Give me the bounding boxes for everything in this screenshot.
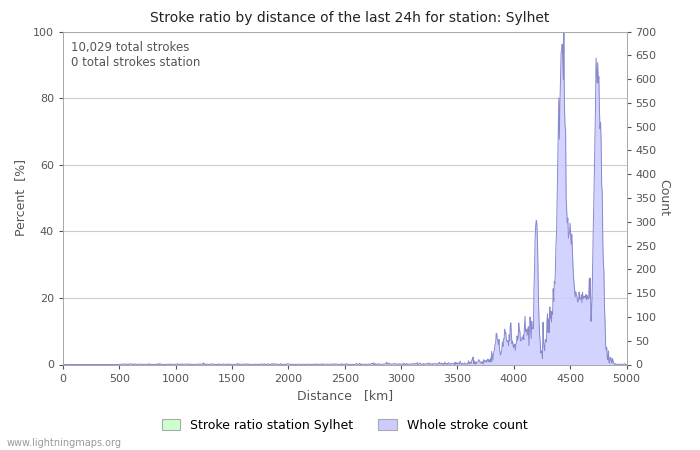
- Legend: Stroke ratio station Sylhet, Whole stroke count: Stroke ratio station Sylhet, Whole strok…: [157, 414, 533, 436]
- Y-axis label: Percent  [%]: Percent [%]: [15, 159, 27, 237]
- Text: 10,029 total strokes
0 total strokes station: 10,029 total strokes 0 total strokes sta…: [71, 41, 201, 69]
- Y-axis label: Count: Count: [657, 180, 671, 216]
- Text: Stroke ratio by distance of the last 24h for station: Sylhet: Stroke ratio by distance of the last 24h…: [150, 11, 550, 25]
- Text: www.lightningmaps.org: www.lightningmaps.org: [7, 438, 122, 448]
- X-axis label: Distance   [km]: Distance [km]: [297, 389, 393, 402]
